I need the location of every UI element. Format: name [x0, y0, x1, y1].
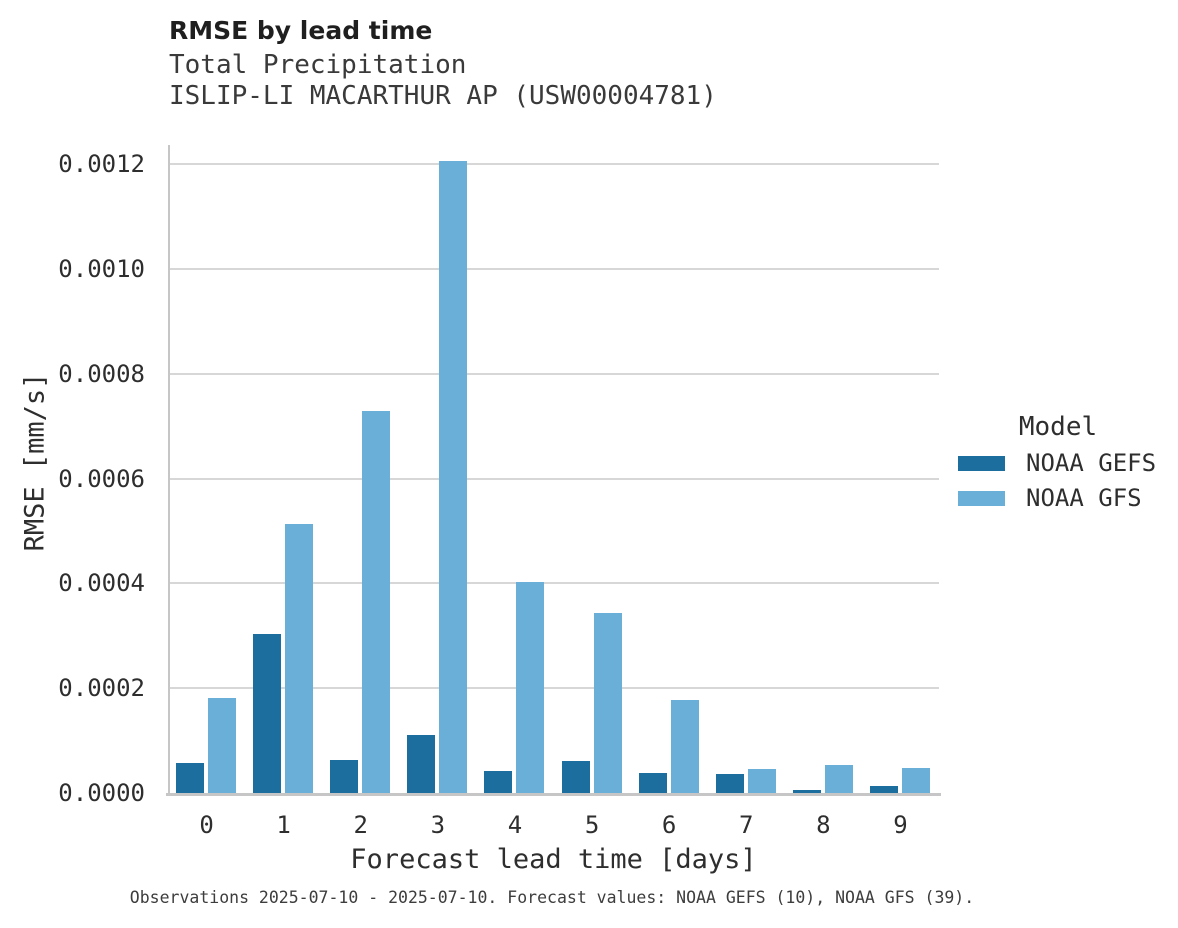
legend-title: Model	[1018, 412, 1098, 442]
bar-noaa-gfs-lead-8	[824, 765, 853, 793]
bar-noaa-gfs-lead-6	[670, 699, 699, 793]
chart-title: RMSE by lead time	[169, 16, 433, 45]
legend-item-noaa-gefs: NOAA GEFS	[958, 449, 1156, 477]
bar-noaa-gfs-lead-7	[747, 769, 776, 793]
y-gridline	[170, 687, 939, 690]
bar-noaa-gfs-lead-5	[593, 613, 622, 793]
x-tick-label: 1	[276, 811, 291, 839]
bar-noaa-gefs-lead-6	[638, 773, 667, 793]
x-axis-title: Forecast lead time [days]	[350, 844, 757, 875]
bar-noaa-gefs-lead-8	[792, 789, 821, 793]
x-tick-label: 2	[353, 811, 368, 839]
x-tick-label: 9	[893, 811, 908, 839]
y-gridline	[170, 267, 939, 270]
y-tick-label: 0.0002	[58, 674, 145, 703]
bar-noaa-gefs-lead-5	[561, 760, 590, 793]
bar-noaa-gfs-lead-9	[901, 768, 930, 793]
bar-noaa-gfs-lead-2	[362, 410, 391, 793]
x-tick-label: 8	[816, 811, 831, 839]
bar-noaa-gefs-lead-2	[330, 759, 359, 793]
chart-subtitle-station: ISLIP-LI MACARTHUR AP (USW00004781)	[169, 81, 717, 111]
legend-swatch-noaa-gfs	[958, 490, 1005, 506]
bar-noaa-gefs-lead-7	[715, 773, 744, 793]
bar-noaa-gefs-lead-3	[407, 735, 436, 793]
y-gridline	[170, 372, 939, 375]
y-tick-label: 0.0006	[58, 464, 145, 493]
chart-caption: Observations 2025-07-10 - 2025-07-10. Fo…	[129, 888, 975, 907]
y-gridline	[170, 582, 939, 585]
y-axis-title: RMSE [mm/s]	[19, 372, 51, 552]
y-tick-label: 0.0010	[58, 254, 145, 283]
bar-noaa-gfs-lead-0	[208, 698, 236, 793]
y-tick-label: 0.0000	[58, 779, 145, 807]
legend-item-noaa-gfs: NOAA GFS	[958, 484, 1142, 512]
x-tick-label: 3	[430, 811, 446, 839]
x-tick-label: 0	[199, 811, 214, 839]
y-gridline	[170, 477, 939, 480]
bar-noaa-gfs-lead-4	[516, 581, 545, 793]
x-tick-label: 4	[507, 811, 523, 839]
y-axis-line	[168, 145, 170, 795]
x-tick-label: 5	[584, 811, 600, 839]
legend-swatch-noaa-gefs	[958, 455, 1005, 471]
bar-noaa-gefs-lead-0	[176, 763, 204, 793]
y-tick-label: 0.0012	[58, 150, 145, 178]
x-tick-label: 7	[739, 811, 754, 839]
bar-noaa-gefs-lead-9	[869, 786, 898, 793]
y-gridline	[170, 163, 939, 165]
y-tick-label: 0.0008	[58, 359, 145, 388]
y-tick-label: 0.0004	[58, 569, 145, 598]
legend-label: NOAA GEFS	[1026, 449, 1157, 477]
chart-subtitle-variable: Total Precipitation	[169, 50, 467, 80]
bar-noaa-gfs-lead-1	[285, 524, 314, 793]
x-tick-label: 6	[661, 811, 677, 839]
bar-noaa-gefs-lead-4	[484, 770, 513, 793]
x-axis-line	[166, 793, 941, 796]
bar-noaa-gfs-lead-3	[439, 161, 468, 793]
bar-noaa-gefs-lead-1	[253, 634, 282, 793]
legend-label: NOAA GFS	[1026, 484, 1142, 512]
